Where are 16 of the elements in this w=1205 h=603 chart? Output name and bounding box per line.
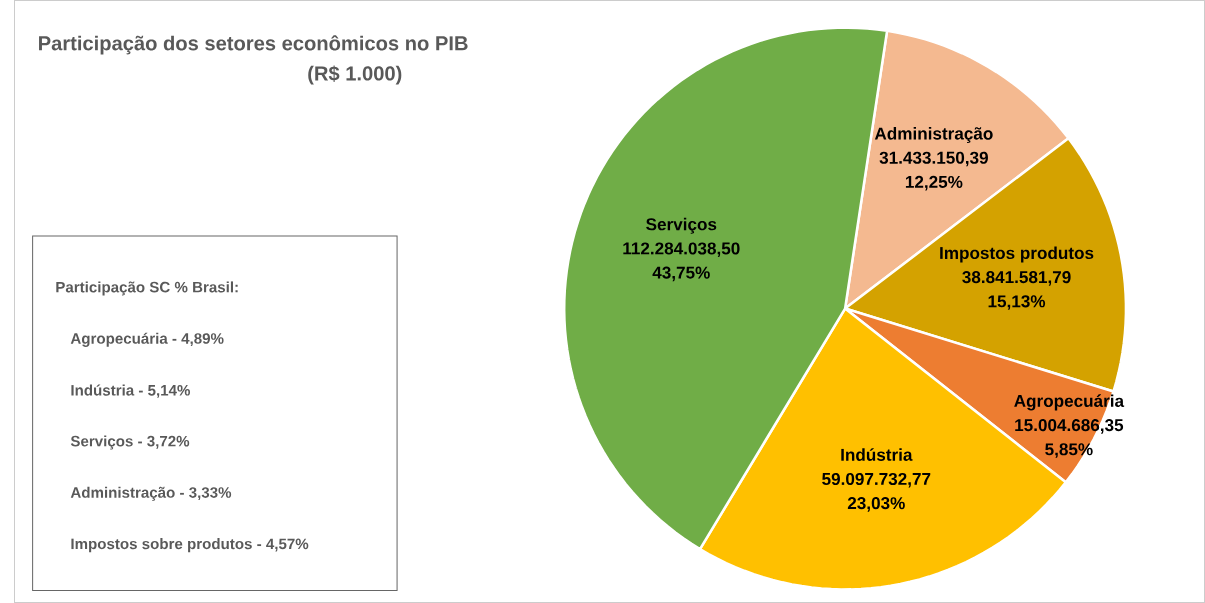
text: Agropecuária - 4,89% <box>70 332 224 347</box>
text: Participação SC % Brasil: <box>56 281 238 296</box>
data-label: 112.284.038,50 43,75% <box>623 242 740 282</box>
text: Impostos sobre produtos - 4,57% <box>71 538 309 553</box>
text: Serviços - 3,72% <box>70 435 190 450</box>
text: Participação dos setores econômicos no PIB <box>39 35 468 55</box>
slice-label: Indústria <box>841 448 913 461</box>
text: (R$ 1.000) <box>308 65 402 85</box>
data-label: 38.841.581,79 15,13% <box>962 271 1071 310</box>
data-label: 31.433.150,39 12,25% <box>879 151 988 191</box>
data-label: 59.097.732,77 23,03% <box>822 472 931 512</box>
slice-label: Serviços <box>646 217 717 234</box>
text: Indústria - 5,14% <box>71 384 190 398</box>
slice-label: Impostos produtos <box>940 246 1094 263</box>
slice-label: Administração <box>874 127 993 144</box>
text: Administração - 3,33% <box>70 486 232 501</box>
